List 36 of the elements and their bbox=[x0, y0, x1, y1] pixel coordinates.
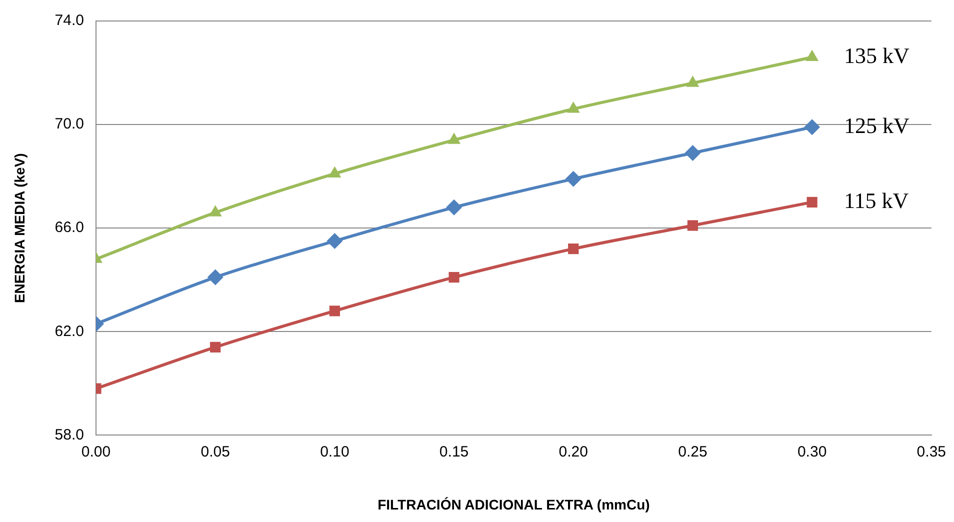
point bbox=[210, 342, 221, 352]
y-tick-label: 74.0 bbox=[54, 12, 84, 30]
point bbox=[448, 132, 461, 144]
y-tick-label: 70.0 bbox=[54, 116, 84, 133]
y-tick-label: 62.0 bbox=[54, 322, 84, 340]
x-tick-label: 0.15 bbox=[439, 443, 469, 460]
point bbox=[566, 102, 580, 113]
x-tick-label: 0.20 bbox=[558, 443, 588, 460]
point bbox=[207, 269, 224, 286]
point bbox=[448, 272, 460, 283]
y-axis-title: ENERGIA MEDIA (keV) bbox=[11, 153, 28, 304]
x-axis-title: FILTRACIÓN ADICIONAL EXTRA (mmCu) bbox=[378, 496, 650, 512]
point bbox=[804, 119, 820, 136]
point bbox=[686, 76, 700, 87]
point bbox=[687, 220, 698, 231]
point bbox=[329, 306, 340, 316]
point bbox=[446, 199, 462, 216]
y-tick-label: 58.0 bbox=[54, 426, 84, 444]
series-label: 115 kV bbox=[844, 188, 909, 213]
x-tick-label: 0.00 bbox=[81, 443, 111, 460]
series-label: 135 kV bbox=[844, 43, 910, 68]
x-tick-label: 0.25 bbox=[678, 443, 708, 460]
point bbox=[326, 233, 343, 250]
point bbox=[208, 205, 222, 216]
point bbox=[684, 145, 701, 162]
point bbox=[565, 170, 582, 187]
point bbox=[568, 244, 579, 254]
point bbox=[328, 166, 342, 178]
y-tick-label: 66.0 bbox=[54, 219, 84, 236]
x-tick-label: 0.10 bbox=[320, 443, 350, 460]
series-label: 125 kV bbox=[844, 112, 910, 138]
point bbox=[806, 50, 819, 61]
x-tick-label: 0.30 bbox=[797, 443, 827, 460]
x-tick-label: 0.05 bbox=[200, 443, 230, 460]
point bbox=[806, 196, 818, 208]
x-tick-label: 0.35 bbox=[916, 443, 946, 460]
